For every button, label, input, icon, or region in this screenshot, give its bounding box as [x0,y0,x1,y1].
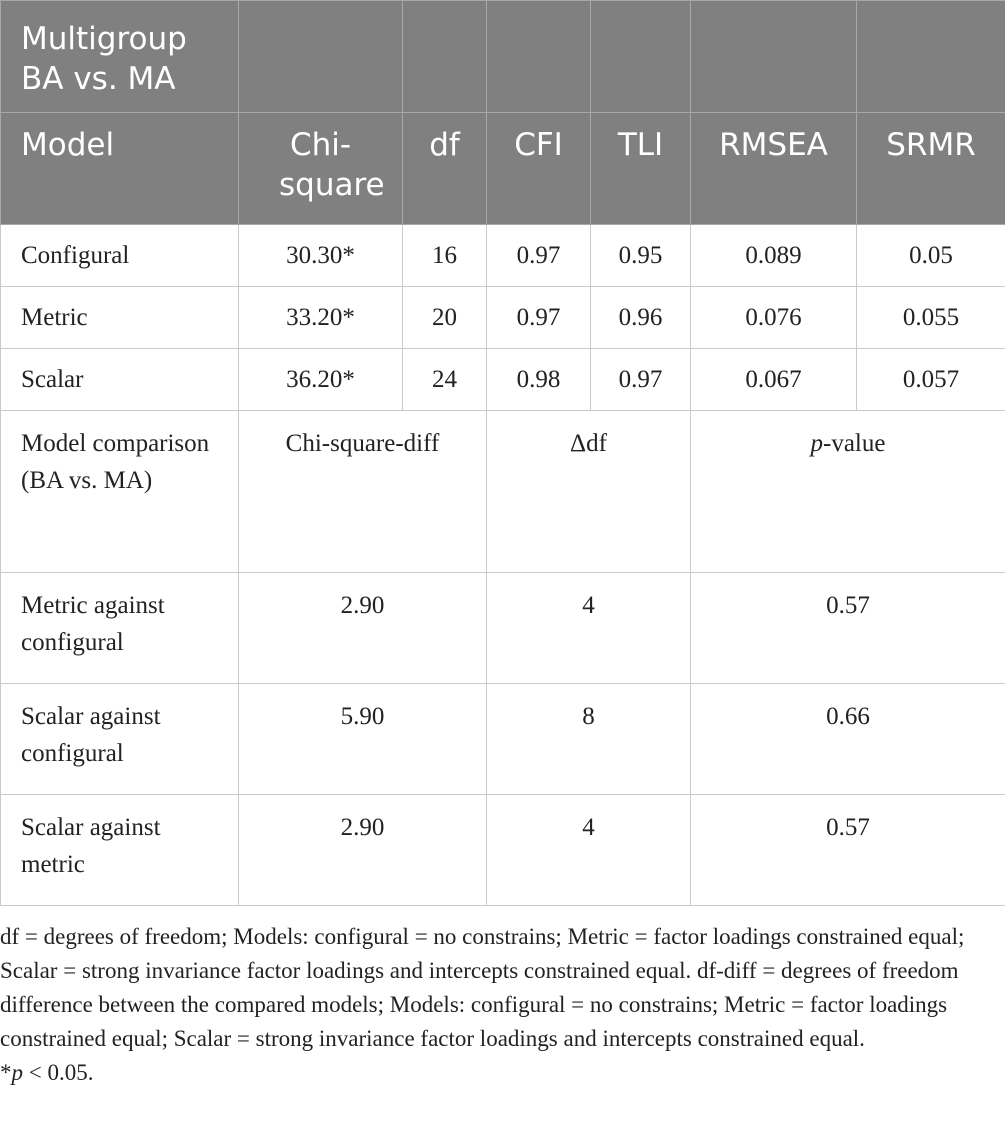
rmsea-value: 0.089 [690,224,857,287]
title-row-blank-cell [238,0,403,113]
title-row-blank-cell [590,0,691,113]
comparison-row: Scalar against metric 2.90 4 0.57 [0,794,1005,906]
p-value: 0.57 [690,794,1005,906]
chi-square-value: 36.20* [238,348,403,411]
table-title-row: Multigroup BA vs. MA [0,0,1005,113]
table-row: Configural 30.30* 16 0.97 0.95 0.089 0.0… [0,224,1005,287]
delta-df-value: 4 [486,794,691,906]
comparison-label: Metric against configural [0,572,239,684]
tli-value: 0.95 [590,224,691,287]
model-name: Scalar [0,348,239,411]
chi-square-value: 30.30* [238,224,403,287]
comparison-header-row: Model comparison (BA vs. MA) Chi-square-… [0,410,1005,573]
table-title: Multigroup BA vs. MA [0,0,239,113]
model-fit-table: Multigroup BA vs. MA Model Chi-square df… [0,0,1005,906]
rmsea-value: 0.076 [690,286,857,349]
column-header-tli: TLI [590,112,691,225]
title-row-blank-cell [690,0,857,113]
cfi-value: 0.97 [486,286,591,349]
comparison-header-chi-diff: Chi-square-diff [238,410,487,573]
column-header-chi-square: Chi-square [238,112,403,225]
comparison-label: Scalar against metric [0,794,239,906]
srmr-value: 0.055 [856,286,1005,349]
table-row: Metric 33.20* 20 0.97 0.96 0.076 0.055 [0,286,1005,349]
title-row-blank-cell [402,0,487,113]
significance-note: *p < 0.05. [0,1056,1005,1090]
p-symbol: p [810,430,824,457]
column-header-cfi: CFI [486,112,591,225]
p-value: 0.57 [690,572,1005,684]
title-row-blank-cell [856,0,1005,113]
table-footnote: df = degrees of freedom; Models: configu… [0,920,1005,1090]
significance-p: p [11,1060,24,1085]
comparison-header-delta-df: Δdf [486,410,691,573]
chi-diff-value: 2.90 [238,794,487,906]
srmr-value: 0.057 [856,348,1005,411]
model-name: Configural [0,224,239,287]
cfi-value: 0.97 [486,224,591,287]
chi-diff-value: 2.90 [238,572,487,684]
table-row: Scalar 36.20* 24 0.98 0.97 0.067 0.057 [0,348,1005,411]
df-value: 20 [402,286,487,349]
column-header-row: Model Chi-square df CFI TLI RMSEA SRMR [0,112,1005,225]
comparison-label: Scalar against configural [0,683,239,795]
column-header-srmr: SRMR [856,112,1005,225]
column-header-model: Model [0,112,239,225]
tli-value: 0.96 [590,286,691,349]
df-value: 16 [402,224,487,287]
tli-value: 0.97 [590,348,691,411]
column-header-rmsea: RMSEA [690,112,857,225]
delta-df-value: 8 [486,683,691,795]
delta-df-value: 4 [486,572,691,684]
chi-diff-value: 5.90 [238,683,487,795]
footnote-text: df = degrees of freedom; Models: configu… [0,924,965,1051]
significance-threshold: < 0.05. [23,1060,94,1085]
comparison-row: Scalar against configural 5.90 8 0.66 [0,683,1005,795]
significance-star: * [0,1060,12,1085]
comparison-header-p-value: p-value [690,410,1005,573]
p-value: 0.66 [690,683,1005,795]
column-header-df: df [402,112,487,225]
cfi-value: 0.98 [486,348,591,411]
p-value-suffix: -value [823,430,886,457]
comparison-header-model: Model comparison (BA vs. MA) [0,410,239,573]
srmr-value: 0.05 [856,224,1005,287]
chi-square-value: 33.20* [238,286,403,349]
df-value: 24 [402,348,487,411]
title-row-blank-cell [486,0,591,113]
model-name: Metric [0,286,239,349]
comparison-row: Metric against configural 2.90 4 0.57 [0,572,1005,684]
rmsea-value: 0.067 [690,348,857,411]
